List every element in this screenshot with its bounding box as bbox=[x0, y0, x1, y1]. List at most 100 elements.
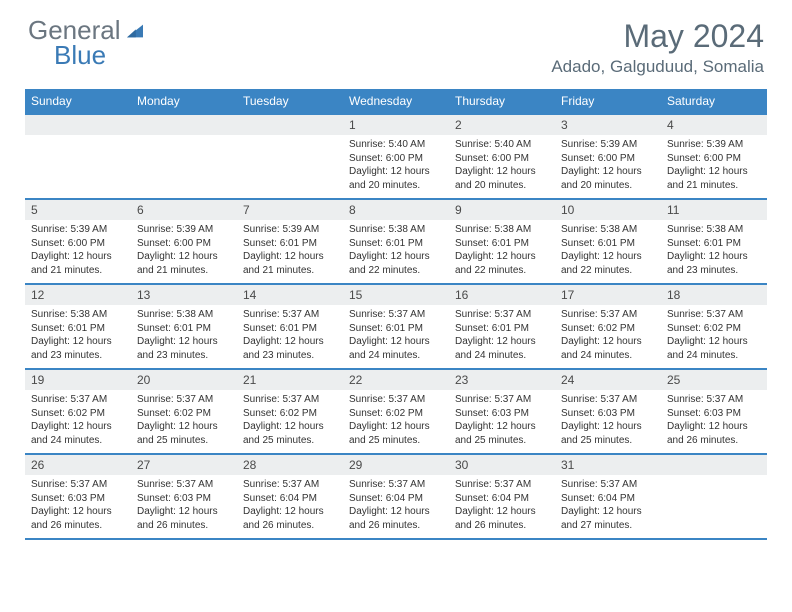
daylight-line: Daylight: 12 hours and 23 minutes. bbox=[243, 335, 337, 362]
day-cell: 13Sunrise: 5:38 AMSunset: 6:01 PMDayligh… bbox=[131, 284, 237, 369]
day-number: 1 bbox=[343, 115, 449, 135]
dow-monday: Monday bbox=[131, 89, 237, 114]
day-details: Sunrise: 5:37 AMSunset: 6:04 PMDaylight:… bbox=[343, 475, 449, 538]
daylight-line: Daylight: 12 hours and 24 minutes. bbox=[31, 420, 125, 447]
daylight-line: Daylight: 12 hours and 21 minutes. bbox=[667, 165, 761, 192]
day-cell: 14Sunrise: 5:37 AMSunset: 6:01 PMDayligh… bbox=[237, 284, 343, 369]
daylight-line: Daylight: 12 hours and 24 minutes. bbox=[349, 335, 443, 362]
daylight-line: Daylight: 12 hours and 26 minutes. bbox=[31, 505, 125, 532]
day-number: 8 bbox=[343, 200, 449, 220]
sunset-line: Sunset: 6:03 PM bbox=[455, 407, 549, 421]
sunrise-line: Sunrise: 5:39 AM bbox=[137, 223, 231, 237]
sunrise-line: Sunrise: 5:37 AM bbox=[243, 478, 337, 492]
daylight-line: Daylight: 12 hours and 23 minutes. bbox=[31, 335, 125, 362]
sunrise-line: Sunrise: 5:39 AM bbox=[667, 138, 761, 152]
logo-text-2: Blue bbox=[28, 40, 106, 70]
sunrise-line: Sunrise: 5:37 AM bbox=[667, 393, 761, 407]
day-number: 19 bbox=[25, 370, 131, 390]
location-subtitle: Adado, Galguduud, Somalia bbox=[551, 57, 764, 77]
daylight-line: Daylight: 12 hours and 26 minutes. bbox=[349, 505, 443, 532]
sunset-line: Sunset: 6:00 PM bbox=[31, 237, 125, 251]
day-number: 15 bbox=[343, 285, 449, 305]
day-details: Sunrise: 5:37 AMSunset: 6:03 PMDaylight:… bbox=[555, 390, 661, 453]
day-number bbox=[131, 115, 237, 135]
day-cell: 1Sunrise: 5:40 AMSunset: 6:00 PMDaylight… bbox=[343, 114, 449, 199]
sunrise-line: Sunrise: 5:40 AM bbox=[349, 138, 443, 152]
daylight-line: Daylight: 12 hours and 26 minutes. bbox=[137, 505, 231, 532]
day-cell: 7Sunrise: 5:39 AMSunset: 6:01 PMDaylight… bbox=[237, 199, 343, 284]
day-cell: 31Sunrise: 5:37 AMSunset: 6:04 PMDayligh… bbox=[555, 454, 661, 539]
day-number: 6 bbox=[131, 200, 237, 220]
page-header: GeneralBlue May 2024 Adado, Galguduud, S… bbox=[0, 0, 792, 83]
sunrise-line: Sunrise: 5:37 AM bbox=[455, 478, 549, 492]
day-cell: 15Sunrise: 5:37 AMSunset: 6:01 PMDayligh… bbox=[343, 284, 449, 369]
sunrise-line: Sunrise: 5:37 AM bbox=[349, 308, 443, 322]
daylight-line: Daylight: 12 hours and 20 minutes. bbox=[349, 165, 443, 192]
logo: GeneralBlue bbox=[28, 18, 146, 67]
dow-wednesday: Wednesday bbox=[343, 89, 449, 114]
day-cell: 18Sunrise: 5:37 AMSunset: 6:02 PMDayligh… bbox=[661, 284, 767, 369]
sunset-line: Sunset: 6:03 PM bbox=[561, 407, 655, 421]
sunset-line: Sunset: 6:01 PM bbox=[137, 322, 231, 336]
day-details: Sunrise: 5:38 AMSunset: 6:01 PMDaylight:… bbox=[343, 220, 449, 283]
day-details: Sunrise: 5:37 AMSunset: 6:02 PMDaylight:… bbox=[237, 390, 343, 453]
day-cell: 29Sunrise: 5:37 AMSunset: 6:04 PMDayligh… bbox=[343, 454, 449, 539]
sunset-line: Sunset: 6:01 PM bbox=[455, 322, 549, 336]
daylight-line: Daylight: 12 hours and 22 minutes. bbox=[561, 250, 655, 277]
day-number: 11 bbox=[661, 200, 767, 220]
calendar-bottom-rule bbox=[25, 539, 767, 540]
day-cell: 8Sunrise: 5:38 AMSunset: 6:01 PMDaylight… bbox=[343, 199, 449, 284]
day-cell: 26Sunrise: 5:37 AMSunset: 6:03 PMDayligh… bbox=[25, 454, 131, 539]
day-details: Sunrise: 5:38 AMSunset: 6:01 PMDaylight:… bbox=[555, 220, 661, 283]
day-cell-empty bbox=[25, 114, 131, 199]
sunset-line: Sunset: 6:02 PM bbox=[243, 407, 337, 421]
sunset-line: Sunset: 6:01 PM bbox=[243, 237, 337, 251]
sunrise-line: Sunrise: 5:39 AM bbox=[243, 223, 337, 237]
day-number: 22 bbox=[343, 370, 449, 390]
sunrise-line: Sunrise: 5:37 AM bbox=[561, 308, 655, 322]
daylight-line: Daylight: 12 hours and 25 minutes. bbox=[349, 420, 443, 447]
day-details: Sunrise: 5:37 AMSunset: 6:03 PMDaylight:… bbox=[661, 390, 767, 453]
sunset-line: Sunset: 6:02 PM bbox=[31, 407, 125, 421]
day-details: Sunrise: 5:37 AMSunset: 6:03 PMDaylight:… bbox=[449, 390, 555, 453]
day-of-week-row: SundayMondayTuesdayWednesdayThursdayFrid… bbox=[25, 89, 767, 114]
sunset-line: Sunset: 6:01 PM bbox=[455, 237, 549, 251]
sunrise-line: Sunrise: 5:38 AM bbox=[349, 223, 443, 237]
day-cell: 16Sunrise: 5:37 AMSunset: 6:01 PMDayligh… bbox=[449, 284, 555, 369]
day-cell: 3Sunrise: 5:39 AMSunset: 6:00 PMDaylight… bbox=[555, 114, 661, 199]
sunset-line: Sunset: 6:03 PM bbox=[137, 492, 231, 506]
day-cell: 11Sunrise: 5:38 AMSunset: 6:01 PMDayligh… bbox=[661, 199, 767, 284]
sunrise-line: Sunrise: 5:40 AM bbox=[455, 138, 549, 152]
day-number: 3 bbox=[555, 115, 661, 135]
day-details: Sunrise: 5:39 AMSunset: 6:00 PMDaylight:… bbox=[661, 135, 767, 198]
daylight-line: Daylight: 12 hours and 21 minutes. bbox=[243, 250, 337, 277]
daylight-line: Daylight: 12 hours and 23 minutes. bbox=[137, 335, 231, 362]
day-number: 16 bbox=[449, 285, 555, 305]
calendar-body: 1Sunrise: 5:40 AMSunset: 6:00 PMDaylight… bbox=[25, 114, 767, 539]
calendar-table: SundayMondayTuesdayWednesdayThursdayFrid… bbox=[25, 89, 767, 540]
day-number: 2 bbox=[449, 115, 555, 135]
month-title: May 2024 bbox=[551, 18, 764, 55]
sunrise-line: Sunrise: 5:38 AM bbox=[667, 223, 761, 237]
sunrise-line: Sunrise: 5:37 AM bbox=[561, 393, 655, 407]
daylight-line: Daylight: 12 hours and 20 minutes. bbox=[455, 165, 549, 192]
sunset-line: Sunset: 6:03 PM bbox=[667, 407, 761, 421]
daylight-line: Daylight: 12 hours and 25 minutes. bbox=[561, 420, 655, 447]
day-details bbox=[661, 475, 767, 533]
sunrise-line: Sunrise: 5:37 AM bbox=[31, 478, 125, 492]
sunset-line: Sunset: 6:00 PM bbox=[455, 152, 549, 166]
dow-friday: Friday bbox=[555, 89, 661, 114]
day-number: 9 bbox=[449, 200, 555, 220]
sunset-line: Sunset: 6:04 PM bbox=[561, 492, 655, 506]
sunset-line: Sunset: 6:02 PM bbox=[349, 407, 443, 421]
sunset-line: Sunset: 6:01 PM bbox=[349, 237, 443, 251]
day-details: Sunrise: 5:40 AMSunset: 6:00 PMDaylight:… bbox=[343, 135, 449, 198]
day-number: 17 bbox=[555, 285, 661, 305]
logo-sail-icon bbox=[124, 18, 146, 43]
day-details: Sunrise: 5:37 AMSunset: 6:01 PMDaylight:… bbox=[343, 305, 449, 368]
day-details: Sunrise: 5:37 AMSunset: 6:02 PMDaylight:… bbox=[555, 305, 661, 368]
sunrise-line: Sunrise: 5:37 AM bbox=[561, 478, 655, 492]
day-details: Sunrise: 5:39 AMSunset: 6:00 PMDaylight:… bbox=[555, 135, 661, 198]
sunrise-line: Sunrise: 5:38 AM bbox=[561, 223, 655, 237]
daylight-line: Daylight: 12 hours and 26 minutes. bbox=[455, 505, 549, 532]
